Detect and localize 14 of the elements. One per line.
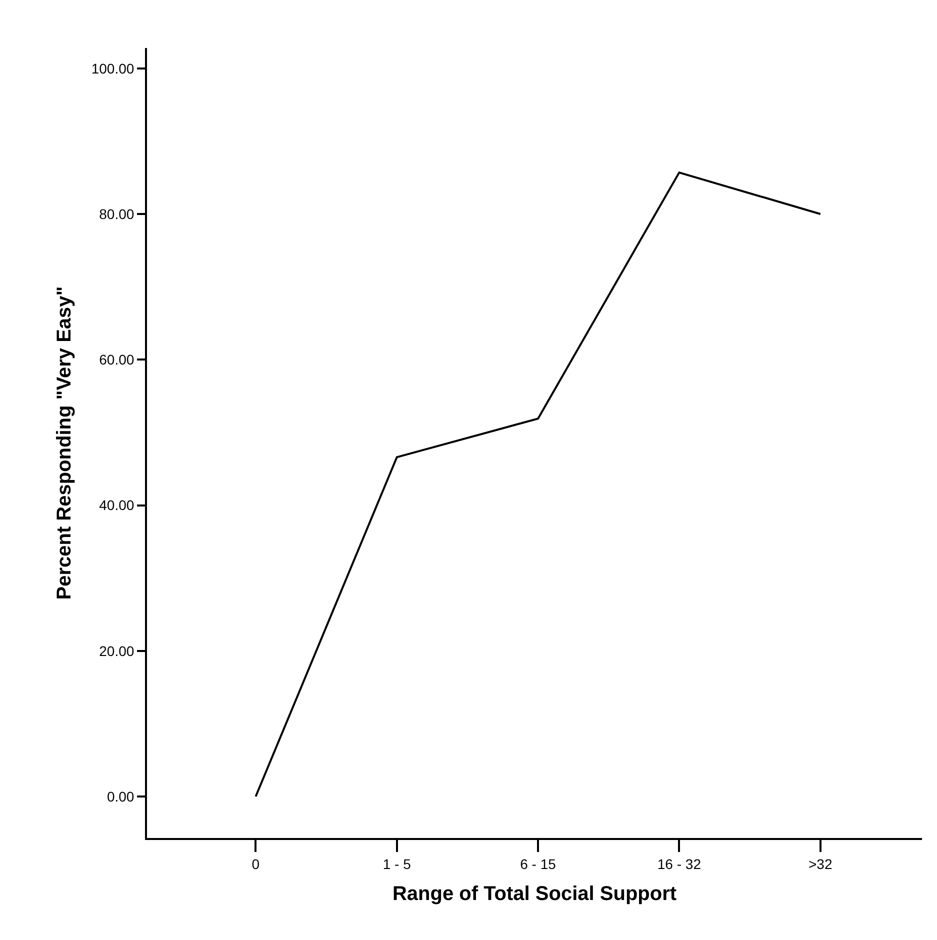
x-tick-label: 1 - 5: [382, 856, 412, 872]
y-tick-label: 100.00: [91, 60, 134, 76]
y-tick-label: 80.00: [99, 206, 134, 222]
y-tick-label: 40.00: [99, 497, 134, 514]
x-tick-label: >32: [808, 856, 832, 872]
y-tick-label: 60.00: [99, 352, 134, 368]
x-tick-label: 6 - 15: [520, 856, 556, 872]
y-tick-label: 20.00: [99, 642, 134, 659]
x-tick-label: 0: [252, 856, 260, 872]
y-axis-title: Percent Responding "Very Easy": [53, 286, 76, 600]
x-tick-label: 16 - 32: [657, 856, 702, 872]
y-tick-label: 0.00: [106, 788, 134, 804]
line-series: [254, 172, 822, 798]
x-axis-title: Range of Total Social Support: [392, 882, 677, 905]
